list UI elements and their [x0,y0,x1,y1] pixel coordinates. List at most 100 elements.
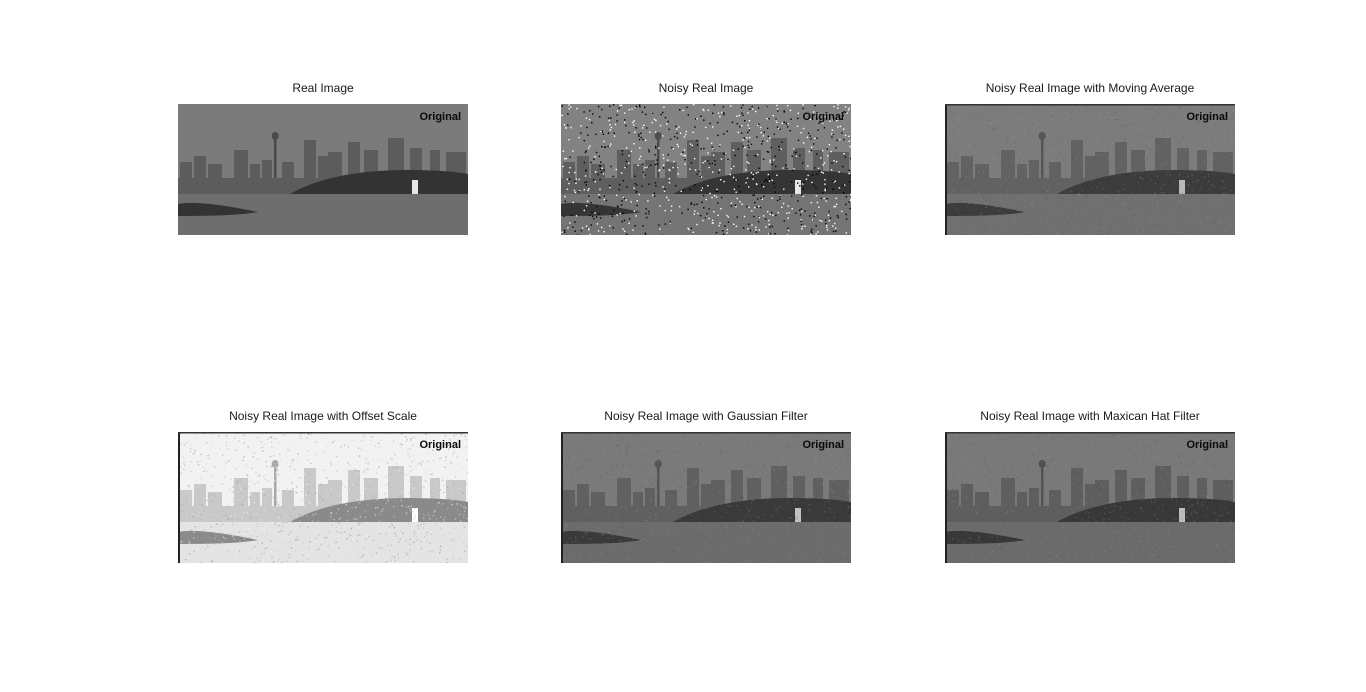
skyline-building [1029,488,1039,512]
headland-hill [1057,498,1235,522]
headland-hill [673,498,851,522]
rock-outcrop [945,530,1025,544]
noise-layer [178,432,468,563]
tower-top [654,132,662,140]
panel-photo [945,104,1235,235]
skyline-building [711,480,725,512]
headland-hill [290,498,468,522]
panel-title: Noisy Real Image with Moving Average [985,81,1195,95]
filter-edge [178,432,180,563]
headland-hill [1057,170,1235,194]
skyline-building [645,160,655,184]
skyline-building [645,488,655,512]
filter-edge [561,432,851,434]
skyline-building [1071,140,1083,184]
tower-top [654,460,662,468]
filter-edge [945,104,1235,106]
skyline-building [250,164,260,184]
skyline-building [194,156,206,184]
lighthouse [1179,180,1185,194]
photo-svg [178,432,468,563]
filter-edge [945,432,947,563]
tower-pole [657,134,660,184]
headland-hill [290,170,468,194]
skyline-building [1071,468,1083,512]
tower-top [1038,460,1046,468]
filter-edge [178,432,468,434]
skyline-building [262,160,272,184]
lighthouse [412,180,418,194]
tower-top [271,460,279,468]
lighthouse [795,180,801,194]
skyline-building [633,164,643,184]
skyline-building [577,156,589,184]
skyline-building [234,478,248,512]
filter-edge [561,432,563,563]
skyline-building [711,152,725,184]
skyline-building [687,140,699,184]
skyline-building [813,150,823,184]
panel-title: Noisy Real Image with Gaussian Filter [604,409,808,423]
panel-title: Noisy Real Image [658,81,754,95]
watermark-label: Original [419,111,461,123]
rock-outcrop [178,530,258,544]
panel-photo [561,104,851,235]
skyline-building [1001,478,1015,512]
skyline-building [961,156,973,184]
skyline-building [1017,492,1027,512]
photo-svg [945,104,1235,235]
watermark-label: Original [802,439,844,451]
skyline-building [687,468,699,512]
skyline-building [617,150,631,184]
panel-photo [178,432,468,563]
skyline-building [1085,156,1095,184]
watermark-label: Original [1186,439,1228,451]
tower-top [1038,132,1046,140]
noise-layer [561,432,851,563]
skyline-building [328,480,342,512]
noise-layer [561,104,851,235]
skyline-building [194,484,206,512]
skyline-building [1085,484,1095,512]
panel-title: Noisy Real Image with Maxican Hat Filter [980,409,1200,423]
lighthouse [795,508,801,522]
filter-edge [945,432,1235,434]
skyline-building [701,484,711,512]
skyline-building [304,140,316,184]
photo-svg [561,432,851,563]
watermark-label: Original [419,439,461,451]
tower-pole [1041,134,1044,184]
skyline-building [318,156,328,184]
noise-layer [945,432,1235,563]
rock-outcrop [178,202,258,216]
photo-svg [178,104,468,235]
rock-outcrop [561,202,641,216]
skyline-building [430,478,440,512]
panel-title: Noisy Real Image with Offset Scale [229,409,417,423]
skyline-building [617,478,631,512]
tower-pole [1041,462,1044,512]
panel-photo [178,104,468,235]
headland-hill [673,170,851,194]
tower-pole [657,462,660,512]
noise-layer [945,104,1235,235]
panel-photo [561,432,851,563]
panel-title: Real Image [292,81,354,95]
skyline-building [262,488,272,512]
photo-svg [945,432,1235,563]
filter-edge [945,104,947,235]
tower-top [271,132,279,140]
rock-outcrop [945,202,1025,216]
lighthouse [1179,508,1185,522]
panel-photo [945,432,1235,563]
skyline-building [328,152,342,184]
skyline-building [701,156,711,184]
skyline-building [1017,164,1027,184]
photo-svg [561,104,851,235]
skyline-building [250,492,260,512]
watermark-label: Original [802,111,844,123]
tower-pole [274,134,277,184]
tower-pole [274,462,277,512]
watermark-label: Original [1186,111,1228,123]
skyline-building [430,150,440,184]
